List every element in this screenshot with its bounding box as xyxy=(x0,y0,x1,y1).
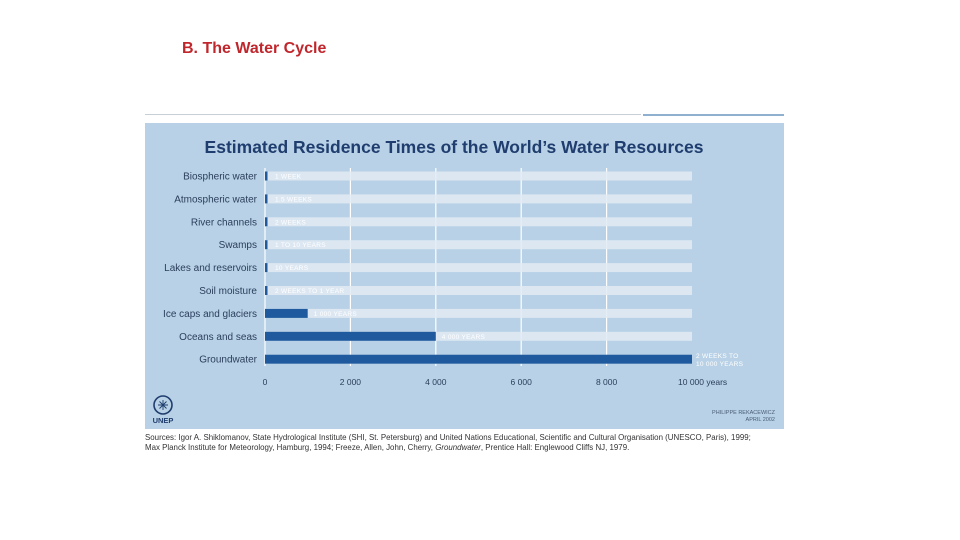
bar xyxy=(265,263,268,273)
value-label: 10 YEARS xyxy=(275,265,309,272)
bar-track xyxy=(265,217,692,227)
source-line-2: Max Planck Institute for Meteorology, Ha… xyxy=(145,442,630,452)
book-title: Groundwater xyxy=(435,442,481,452)
un-emblem-icon xyxy=(153,395,173,415)
logo-label: UNEP xyxy=(153,416,174,425)
category-label: Biospheric water xyxy=(183,172,258,183)
bar xyxy=(265,171,268,181)
header-rule xyxy=(145,114,641,115)
bar xyxy=(265,286,268,295)
x-tick-labels: 0 2 000 4 000 6 000 8 000 10 000 years xyxy=(263,377,728,387)
value-label: 2 WEEKS TO xyxy=(696,353,739,360)
value-label: 1 WEEK xyxy=(275,174,302,181)
bar-track xyxy=(265,263,692,273)
bar xyxy=(265,194,268,204)
bar-track xyxy=(265,194,692,204)
x-tick-label: 4 000 xyxy=(425,377,447,387)
value-label: 1 TO 10 YEARS xyxy=(275,242,326,249)
bar-track xyxy=(265,286,692,295)
x-tick-label: 0 xyxy=(263,377,268,387)
category-label: Lakes and reservoirs xyxy=(164,263,257,274)
bar-track xyxy=(265,308,692,318)
credit-author: PHILIPPE REKACEWICZ xyxy=(712,410,776,416)
chart-title: Estimated Residence Times of the World’s… xyxy=(205,137,704,157)
bar-track xyxy=(265,240,692,250)
category-label: Swamps xyxy=(219,240,257,251)
category-label: Oceans and seas xyxy=(179,332,257,343)
source-line-1: Sources: Igor A. Shiklomanov, State Hydr… xyxy=(145,432,751,442)
value-labels: 1 WEEK 1.5 WEEKS 2 WEEKS 1 TO 10 YEARS 10 YE… xyxy=(275,174,744,369)
x-tick-label: 6 000 xyxy=(511,377,533,387)
bar xyxy=(265,308,308,318)
residence-time-chart: Estimated Residence Times of the World’s… xyxy=(153,137,776,425)
bar xyxy=(265,354,692,364)
bar xyxy=(265,331,436,341)
value-label: 1 000 YEARS xyxy=(314,311,358,318)
x-tick-label: 10 000 years xyxy=(678,377,727,387)
value-label: 2 WEEKS TO 1 YEAR xyxy=(275,288,344,295)
bars xyxy=(265,171,692,364)
bar xyxy=(265,217,268,227)
category-label: Soil moisture xyxy=(199,286,257,297)
unep-logo: UNEP xyxy=(153,395,174,425)
value-label: 2 WEEKS xyxy=(275,219,306,226)
x-tick-label: 8 000 xyxy=(596,377,618,387)
bar xyxy=(265,240,268,250)
bar-track xyxy=(265,171,692,181)
header-rule-accent xyxy=(643,114,784,116)
source-note: Sources: Igor A. Shiklomanov, State Hydr… xyxy=(145,432,751,452)
category-label: Groundwater xyxy=(199,355,257,366)
x-tick-label: 2 000 xyxy=(340,377,362,387)
un-emblem-icon-grid xyxy=(158,400,168,410)
value-label: 1.5 WEEKS xyxy=(275,196,312,203)
value-label: 4 000 YEARS xyxy=(442,334,486,341)
value-label: 10 000 YEARS xyxy=(696,361,744,368)
slide-title: B. The Water Cycle xyxy=(182,40,327,57)
bar-track xyxy=(265,331,692,341)
category-label: River channels xyxy=(191,217,257,228)
category-label: Atmospheric water xyxy=(174,194,257,205)
credit-date: APRIL 2002 xyxy=(746,417,775,423)
category-labels: Biospheric water Atmospheric water River c… xyxy=(163,172,258,366)
category-label: Ice caps and glaciers xyxy=(163,309,257,320)
chart-panel: Estimated Residence Times of the World’s… xyxy=(145,123,784,429)
